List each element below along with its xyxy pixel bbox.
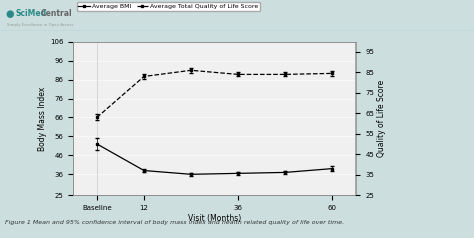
- Text: Figure 1 Mean and 95% confidence interval of body mass index and health related : Figure 1 Mean and 95% confidence interva…: [5, 220, 344, 225]
- Text: Simply Excellence in Open Access: Simply Excellence in Open Access: [7, 23, 73, 27]
- Y-axis label: Quality of Life Score: Quality of Life Score: [377, 80, 386, 157]
- Legend: Average BMI, Average Total Quality of Life Score: Average BMI, Average Total Quality of Li…: [77, 2, 261, 11]
- Y-axis label: Body Mass Index: Body Mass Index: [38, 86, 47, 150]
- X-axis label: Visit (Months): Visit (Months): [188, 214, 241, 223]
- Text: ●: ●: [6, 9, 14, 19]
- Text: SciMed: SciMed: [15, 9, 46, 18]
- Text: Central: Central: [40, 9, 72, 18]
